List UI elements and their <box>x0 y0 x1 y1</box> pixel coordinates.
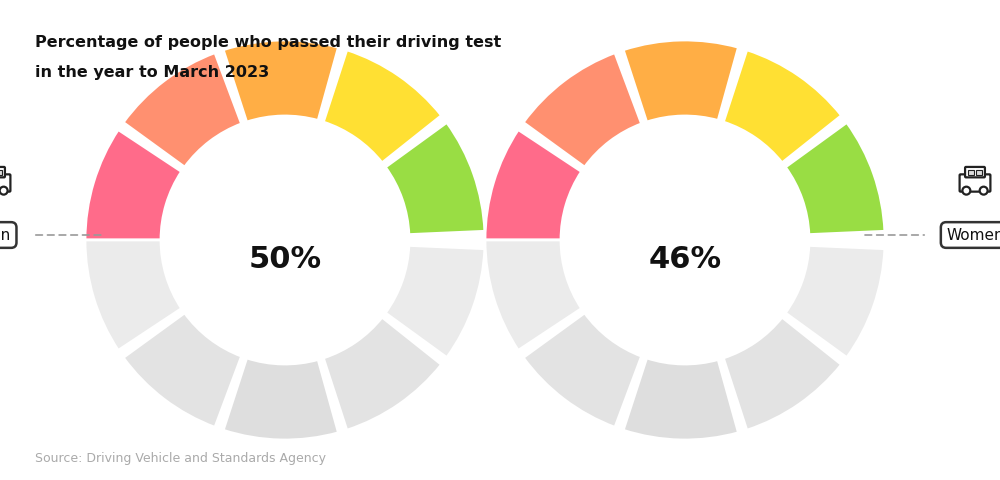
Text: Source: Driving Vehicle and Standards Agency: Source: Driving Vehicle and Standards Ag… <box>35 452 326 465</box>
Wedge shape <box>223 40 338 122</box>
Text: in the year to March 2023: in the year to March 2023 <box>35 65 269 80</box>
FancyBboxPatch shape <box>0 167 5 177</box>
Wedge shape <box>723 317 842 430</box>
Text: Women: Women <box>946 228 1000 242</box>
Wedge shape <box>523 313 642 427</box>
Wedge shape <box>323 317 442 430</box>
Wedge shape <box>485 240 582 350</box>
FancyBboxPatch shape <box>965 167 985 177</box>
Text: Men: Men <box>0 228 11 242</box>
Circle shape <box>962 187 970 194</box>
Wedge shape <box>523 53 642 167</box>
Wedge shape <box>223 358 338 440</box>
FancyBboxPatch shape <box>0 174 10 192</box>
Wedge shape <box>85 240 182 350</box>
Wedge shape <box>785 122 885 235</box>
Wedge shape <box>623 358 738 440</box>
FancyBboxPatch shape <box>960 174 990 192</box>
FancyBboxPatch shape <box>976 170 982 175</box>
Wedge shape <box>385 122 485 235</box>
FancyBboxPatch shape <box>0 170 2 175</box>
Wedge shape <box>723 50 842 163</box>
Wedge shape <box>623 40 738 122</box>
Text: 50%: 50% <box>248 245 322 275</box>
Wedge shape <box>485 130 582 240</box>
Wedge shape <box>85 130 182 240</box>
Circle shape <box>0 187 8 194</box>
Wedge shape <box>785 245 885 358</box>
Circle shape <box>980 187 988 194</box>
Wedge shape <box>123 313 242 427</box>
Wedge shape <box>123 53 242 167</box>
FancyBboxPatch shape <box>968 170 974 175</box>
Wedge shape <box>323 50 442 163</box>
Text: 46%: 46% <box>648 245 722 275</box>
Wedge shape <box>385 245 485 358</box>
Text: Percentage of people who passed their driving test: Percentage of people who passed their dr… <box>35 35 501 50</box>
